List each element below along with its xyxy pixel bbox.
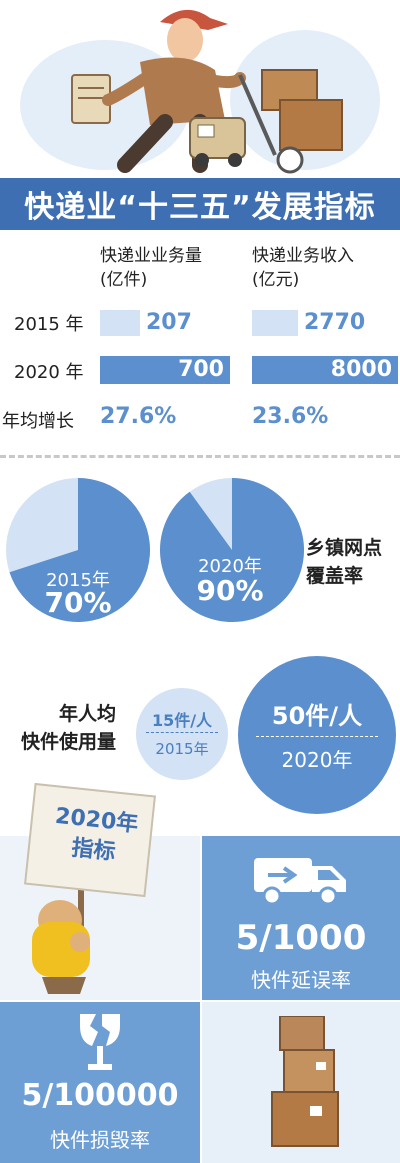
pie-2020-pct: 90% xyxy=(196,574,264,607)
revenue-header: 快递业务收入 (亿元) xyxy=(252,244,354,292)
damage-label: 快件损毁率 xyxy=(50,1128,150,1152)
sign-holder-illustration xyxy=(24,782,156,994)
pie-slice-covered xyxy=(160,478,305,622)
row-label-2015: 2015 年 xyxy=(14,314,84,335)
volume-header: 快递业业务量 (亿件) xyxy=(100,244,202,292)
truck-icon xyxy=(254,858,346,906)
coverage-label-line1: 乡镇网点 xyxy=(306,537,383,559)
growth-label: 年均增长 xyxy=(2,411,74,432)
volume-header-line2: (亿件) xyxy=(100,270,148,290)
revenue-header-line2: (亿元) xyxy=(252,270,300,290)
per-person-2020-value: 50件/人 xyxy=(271,702,363,730)
per-person-label: 年人均 快件使用量 xyxy=(6,700,116,756)
pie-2015-pct: 70% xyxy=(44,586,112,619)
revenue-value-2015: 2770 xyxy=(304,310,366,335)
revenue-bar-2015 xyxy=(252,310,298,336)
courier-illustration xyxy=(71,9,343,174)
sign-text: 2020年 指标 xyxy=(37,800,153,871)
per-person-label-line1: 年人均 xyxy=(58,703,116,725)
hero-illustration xyxy=(0,0,400,180)
pie-2015 xyxy=(6,478,150,622)
volume-value-2020: 700 xyxy=(178,357,224,382)
revenue-bar-2020 xyxy=(252,356,398,384)
coverage-label: 乡镇网点 覆盖率 xyxy=(306,534,382,590)
pie-slice-covered xyxy=(9,478,150,622)
volume-header-line1: 快递业业务量 xyxy=(100,246,202,266)
revenue-growth: 23.6% xyxy=(252,404,329,429)
per-person-2020-divider xyxy=(256,736,378,737)
coverage-label-line2: 覆盖率 xyxy=(306,565,364,587)
per-person-2020-year: 2020年 xyxy=(281,748,353,772)
boxes-icon xyxy=(271,1016,339,1147)
revenue-header-line1: 快递业务收入 xyxy=(252,246,354,266)
pie-2015-year: 2015年 xyxy=(46,570,110,591)
damage-rate: 5/100000 xyxy=(21,1078,179,1113)
volume-bar-2015 xyxy=(100,310,140,336)
pie-2020-year: 2020年 xyxy=(198,556,262,577)
volume-growth: 27.6% xyxy=(100,404,177,429)
broken-glass-icon xyxy=(80,1014,120,1070)
per-person-2015-circle xyxy=(136,688,228,780)
per-person-2015-year: 2015年 xyxy=(155,740,209,758)
pie-2020 xyxy=(160,478,305,622)
row-label-2020: 2020 年 xyxy=(14,362,84,383)
delay-label: 快件延误率 xyxy=(251,968,351,992)
page-title: 快递业“十三五”发展指标 xyxy=(0,178,400,230)
coverage-pies xyxy=(6,478,305,622)
volume-bar-2020 xyxy=(100,356,230,384)
per-person-label-line2: 快件使用量 xyxy=(20,731,116,753)
divider xyxy=(0,455,400,458)
revenue-value-2020: 8000 xyxy=(330,357,392,382)
per-person-2020-circle xyxy=(238,656,396,814)
delay-rate: 5/1000 xyxy=(235,918,367,958)
per-person-2015-divider xyxy=(146,732,218,733)
damage-tile xyxy=(0,1002,200,1163)
volume-value-2015: 207 xyxy=(146,310,192,335)
per-person-2015-value: 15件/人 xyxy=(151,711,213,730)
